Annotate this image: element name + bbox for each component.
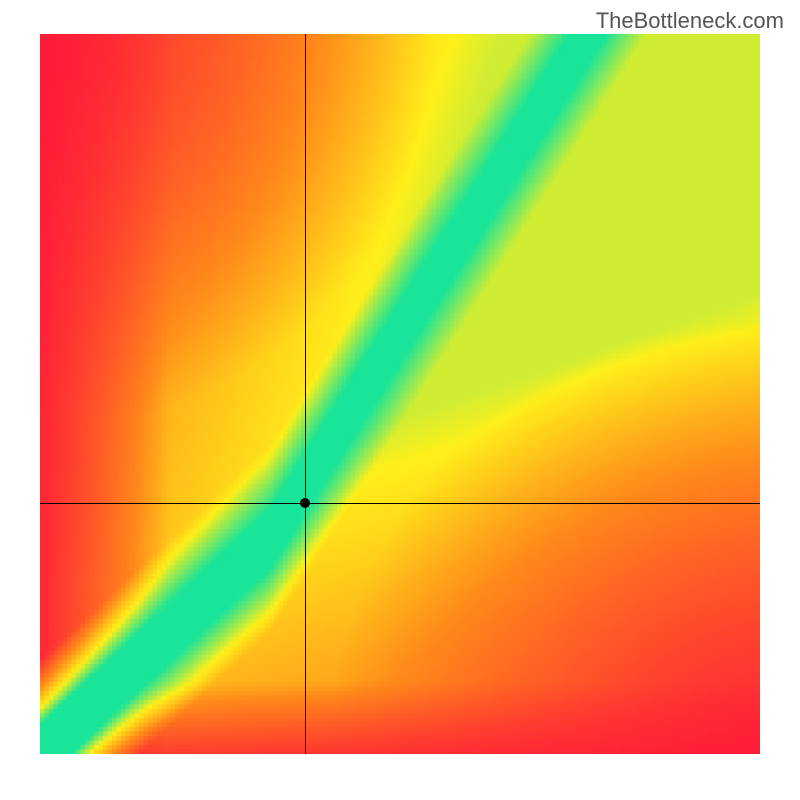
- chart-frame: [40, 34, 760, 754]
- crosshair-horizontal: [40, 503, 760, 504]
- crosshair-vertical: [305, 34, 306, 754]
- heatmap-canvas: [40, 34, 760, 754]
- marker-dot: [300, 498, 310, 508]
- watermark-text: TheBottleneck.com: [596, 8, 784, 34]
- root: TheBottleneck.com: [0, 0, 800, 800]
